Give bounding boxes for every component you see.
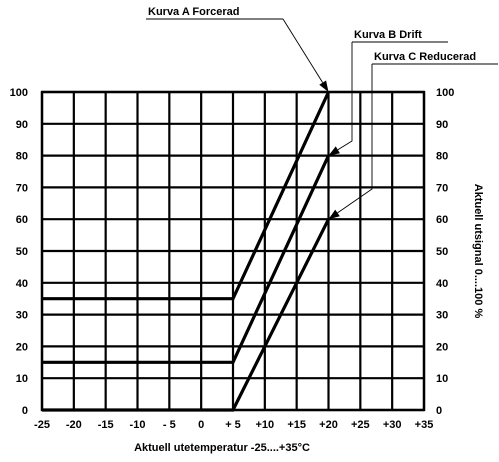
x-tick-label: +10 — [255, 419, 274, 431]
callout-arrowhead — [319, 80, 329, 92]
y-tick-label-right: 20 — [436, 341, 448, 353]
y-tick-label-right: 10 — [436, 373, 448, 385]
callout-label-c: Kurva C Reducerad — [374, 51, 476, 63]
y-tick-label-right: 80 — [436, 151, 448, 163]
y-tick-label-right: 0 — [436, 405, 442, 417]
x-tick-label: -25 — [34, 419, 50, 431]
y-tick-label-left: 30 — [16, 310, 28, 322]
x-tick-label: - 5 — [163, 419, 176, 431]
x-tick-label: -15 — [98, 419, 114, 431]
y-tick-label-left: 90 — [16, 119, 28, 131]
y-tick-label-left: 80 — [16, 151, 28, 163]
y-tick-label-left: 70 — [16, 182, 28, 194]
callout-leader-line — [337, 64, 373, 214]
callout-arrowhead — [328, 209, 340, 220]
callout-arrowhead — [328, 146, 340, 156]
y-tick-label-right: 30 — [436, 310, 448, 322]
y-tick-label-right: 70 — [436, 182, 448, 194]
y-tick-label-left: 20 — [16, 341, 28, 353]
y-tick-label-right: 60 — [436, 214, 448, 226]
callout-leader-line — [337, 42, 353, 151]
x-tick-label: +15 — [287, 419, 306, 431]
x-tick-label: +25 — [351, 419, 370, 431]
x-tick-label: +30 — [383, 419, 402, 431]
y-tick-label-right: 40 — [436, 278, 448, 290]
x-tick-label: +20 — [319, 419, 338, 431]
callout-leader-line — [282, 18, 324, 83]
x-tick-label: +35 — [415, 419, 434, 431]
y-tick-label-right: 50 — [436, 246, 448, 258]
plot-frame — [40, 90, 426, 412]
curve-b-drift — [42, 154, 330, 364]
curve-a-forcerad — [42, 91, 330, 301]
y-tick-label-left: 0 — [22, 405, 28, 417]
x-tick-label: -20 — [66, 419, 82, 431]
y-tick-label-left: 100 — [10, 87, 28, 99]
callout-leaders: Kurva A Forcerad Kurva B Drift Kurva C Red… — [146, 6, 498, 220]
y-tick-label-left: 10 — [16, 373, 28, 385]
x-axis-title: Aktuell utetemperatur -25....+35°C — [134, 442, 310, 454]
x-tick-label: -10 — [130, 419, 146, 431]
tick-labels: -25 -20 -15 -10- 5 0 + 5 +10 +15 +20 +25 +30 +350 01… — [10, 87, 455, 431]
y-tick-label-right: 100 — [436, 87, 454, 99]
x-tick-label: 0 — [198, 419, 204, 431]
y-tick-label-right: 90 — [436, 119, 448, 131]
y-tick-label-left: 60 — [16, 214, 28, 226]
y-tick-label-left: 40 — [16, 278, 28, 290]
callout-label-a: Kurva A Forcerad — [148, 6, 240, 18]
x-tick-label: + 5 — [225, 419, 241, 431]
y-axis-title: Aktuell utsignal 0....100 % — [472, 184, 484, 319]
y-tick-label-left: 50 — [16, 246, 28, 258]
callout-label-b: Kurva B Drift — [354, 29, 422, 41]
